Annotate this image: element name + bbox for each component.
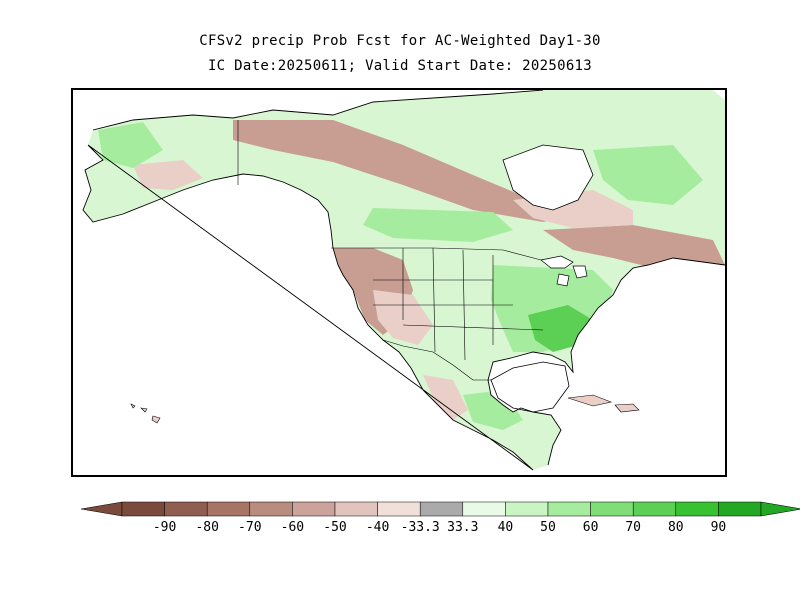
colorbar-tick-label: -50 bbox=[323, 520, 346, 535]
hudson-bay bbox=[502, 144, 594, 211]
above-region-central-canada bbox=[363, 208, 513, 242]
colorbar-tick-label: -90 bbox=[153, 520, 176, 535]
political-borders bbox=[237, 120, 544, 381]
colorbar-cell bbox=[419, 501, 464, 517]
colorbar-cell bbox=[249, 501, 293, 517]
colorbar-tick-label: 70 bbox=[625, 520, 641, 535]
colorbar-tick-label: -33.3 bbox=[401, 520, 440, 535]
map-subtitle: IC Date:20250611; Valid Start Date: 2025… bbox=[207, 58, 593, 74]
colorbar-tick-label: -70 bbox=[238, 520, 261, 535]
colorbar-tick-label: 40 bbox=[498, 520, 514, 535]
colorbar-cell bbox=[675, 501, 719, 517]
colorbar-tick-label: 60 bbox=[583, 520, 599, 535]
colorbar-tick-label: 50 bbox=[540, 520, 556, 535]
map-panel bbox=[71, 88, 727, 477]
coastline bbox=[82, 90, 725, 471]
above-region-labrador bbox=[593, 145, 703, 205]
colorbar-tick-label: -40 bbox=[366, 520, 389, 535]
colorbar-cell bbox=[377, 501, 421, 517]
great-lakes bbox=[540, 255, 588, 287]
probability-colorbar: -90 -80 -70 -60 -50 -40 -33.3 33.3 40 50 60 70 80 90 bbox=[80, 501, 800, 535]
colorbar-cell bbox=[462, 501, 506, 517]
gulf-of-mexico bbox=[490, 361, 570, 413]
hawaii-islands bbox=[130, 403, 161, 424]
colorbar-cell bbox=[632, 501, 677, 517]
caribbean-islands bbox=[567, 394, 640, 413]
colorbar-tick-label: 90 bbox=[711, 520, 727, 535]
colorbar-cell bbox=[590, 501, 634, 517]
below-region-northeast bbox=[543, 225, 725, 268]
colorbar-cell bbox=[292, 501, 336, 517]
colorbar-tick-label: -80 bbox=[195, 520, 218, 535]
above-region-alaska bbox=[98, 122, 163, 168]
probability-shading bbox=[98, 120, 725, 430]
colorbar-arrow-left bbox=[80, 501, 123, 517]
colorbar-cell bbox=[164, 501, 208, 517]
colorbar-tick-label: -60 bbox=[281, 520, 304, 535]
north-america-map bbox=[73, 90, 725, 475]
colorbar-tick-label: 33.3 bbox=[447, 520, 478, 535]
map-title: CFSv2 precip Prob Fcst for AC-Weighted D… bbox=[199, 33, 601, 49]
colorbar-arrow-right bbox=[760, 501, 800, 517]
colorbar-cell bbox=[547, 501, 591, 517]
colorbar-cell bbox=[334, 501, 378, 517]
colorbar-tick-label: 80 bbox=[668, 520, 684, 535]
below-region-north-canada bbox=[233, 120, 573, 222]
colorbar-cell bbox=[206, 501, 251, 517]
below-region-alaska-interior bbox=[133, 160, 203, 190]
colorbar-cell bbox=[718, 501, 762, 517]
colorbar-cell bbox=[505, 501, 549, 517]
below-region-mexico bbox=[423, 375, 468, 420]
colorbar-cell bbox=[121, 501, 165, 517]
